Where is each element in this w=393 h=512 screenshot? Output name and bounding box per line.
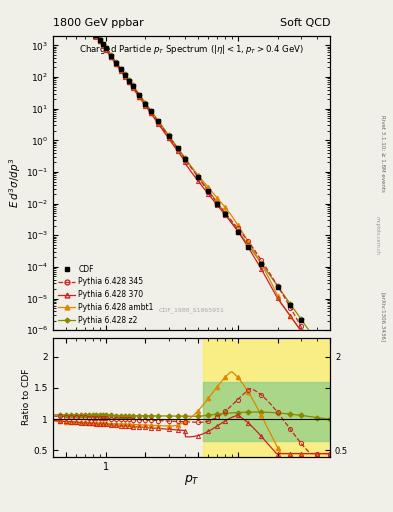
Text: Soft QCD: Soft QCD xyxy=(280,18,330,28)
Text: [arXiv:1306.3436]: [arXiv:1306.3436] xyxy=(381,292,386,343)
X-axis label: $p_T$: $p_T$ xyxy=(184,473,200,487)
Legend: CDF, Pythia 6.428 345, Pythia 6.428 370, Pythia 6.428 ambt1, Pythia 6.428 z2: CDF, Pythia 6.428 345, Pythia 6.428 370,… xyxy=(57,263,155,327)
Text: mcplots.cern.ch: mcplots.cern.ch xyxy=(375,216,380,255)
Text: CDF_1988_S1865951: CDF_1988_S1865951 xyxy=(159,307,224,312)
Y-axis label: $E\,d^3\sigma/dp^3$: $E\,d^3\sigma/dp^3$ xyxy=(7,158,23,208)
Text: Rivet 3.1.10; ≥ 1.8M events: Rivet 3.1.10; ≥ 1.8M events xyxy=(381,115,386,192)
Text: Charged Particle $p_T$ Spectrum $(|\eta| < 1, p_T > 0.4$ GeV$)$: Charged Particle $p_T$ Spectrum $(|\eta|… xyxy=(79,43,304,56)
Y-axis label: Ratio to CDF: Ratio to CDF xyxy=(22,369,31,425)
Text: 1800 GeV ppbar: 1800 GeV ppbar xyxy=(53,18,144,28)
